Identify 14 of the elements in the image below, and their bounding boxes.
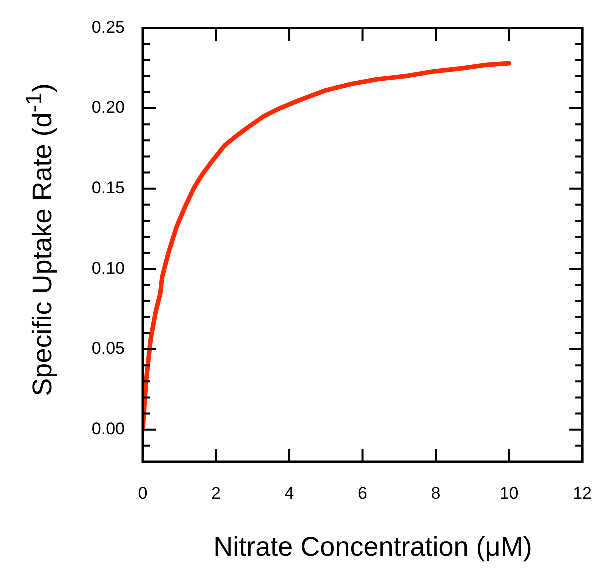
y-tick-label: 0.20 — [92, 98, 125, 118]
x-tick-label: 8 — [431, 484, 441, 503]
y-tick-label: 0.15 — [92, 178, 125, 198]
y-tick-label: 0.00 — [92, 420, 125, 439]
x-tick-label: 4 — [284, 484, 294, 503]
x-tick-label: 6 — [358, 484, 368, 503]
x-axis-title: Nitrate Concentration (μM) — [212, 532, 534, 563]
x-tick-label: 10 — [500, 484, 519, 503]
x-tick-label: 12 — [573, 484, 592, 503]
x-tick-label: 2 — [212, 484, 221, 503]
x-tick-label: 0 — [138, 484, 148, 503]
y-tick-label: 0.10 — [92, 258, 125, 278]
y-tick-label: 0.05 — [92, 339, 125, 358]
y-tick-label: 0.25 — [92, 18, 125, 37]
